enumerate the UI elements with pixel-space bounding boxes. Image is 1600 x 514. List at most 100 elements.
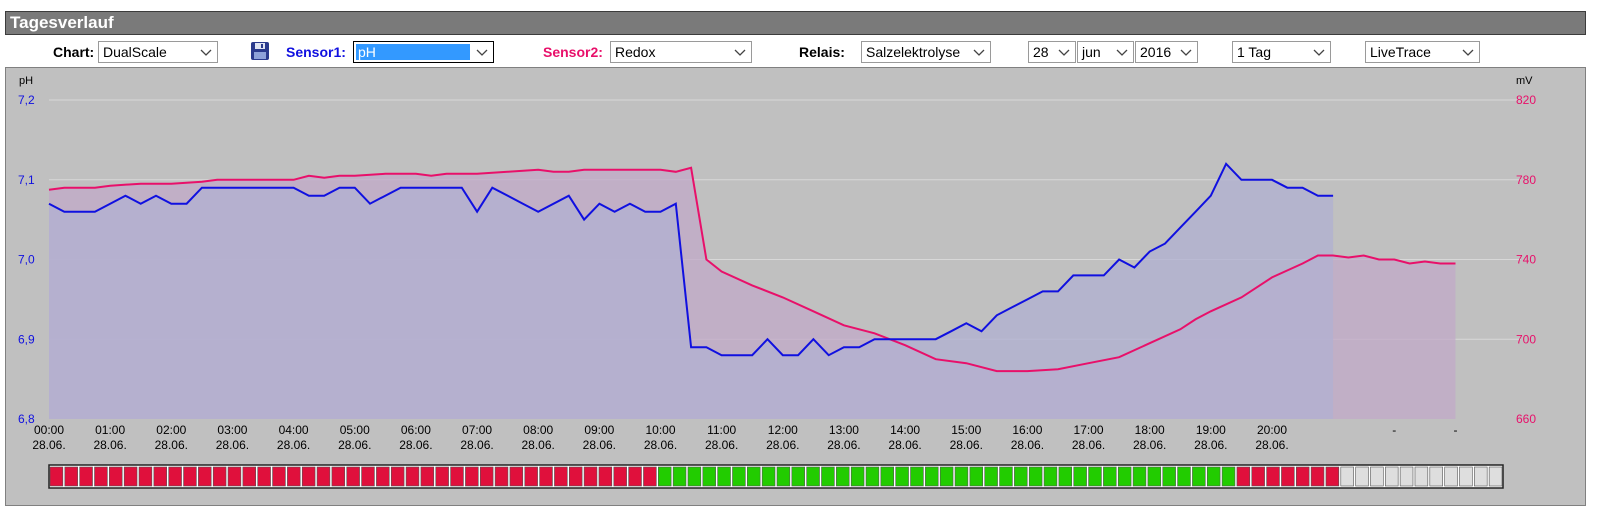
relay-cell xyxy=(672,466,687,487)
relay-cell xyxy=(1444,466,1458,487)
relay-cell xyxy=(969,466,984,487)
relay-cell xyxy=(1058,466,1073,487)
sensor2-select[interactable]: Redox xyxy=(610,41,752,63)
relay-cell xyxy=(1385,466,1399,487)
relay-cell xyxy=(999,466,1013,487)
relay-cell xyxy=(1132,466,1147,487)
relay-cell xyxy=(821,466,835,487)
right-tick-label: 820 xyxy=(1516,93,1536,107)
month-select[interactable]: jun xyxy=(1077,41,1134,63)
relay-cell xyxy=(717,466,731,487)
x-tick-time: 00:00 xyxy=(34,423,64,437)
relay-cell xyxy=(984,466,998,487)
relay-cell xyxy=(643,466,657,487)
relay-cell xyxy=(450,466,464,487)
x-tick-time: 09:00 xyxy=(584,423,614,437)
mode-select[interactable]: LiveTrace xyxy=(1365,41,1480,63)
relay-cell xyxy=(94,466,108,487)
relay-cell xyxy=(1281,466,1295,487)
day-select[interactable]: 28 xyxy=(1028,41,1076,63)
relais-select[interactable]: Salzelektrolyse xyxy=(861,41,991,63)
relay-cell xyxy=(702,466,716,487)
relay-cell xyxy=(1117,466,1132,487)
x-tick-date: 28.06. xyxy=(1011,438,1044,452)
relay-cell xyxy=(509,466,524,487)
x-tick-time: 07:00 xyxy=(462,423,492,437)
relay-cell xyxy=(227,466,242,487)
relay-cell xyxy=(554,466,568,487)
sensor2-label: Sensor2: xyxy=(543,44,603,60)
left-tick-label: 6,9 xyxy=(18,332,35,346)
relay-cell xyxy=(1325,466,1340,487)
x-tick-date: 28.06. xyxy=(216,438,249,452)
chevron-down-icon xyxy=(476,49,488,56)
year-select[interactable]: 2016 xyxy=(1135,41,1198,63)
chart-label: Chart: xyxy=(53,44,95,60)
sensor1-value: pH xyxy=(356,44,470,60)
relay-cell xyxy=(1162,466,1176,487)
x-tick-date: 28.06. xyxy=(338,438,371,452)
relay-cell xyxy=(494,466,509,487)
sensor1-select[interactable]: pH xyxy=(353,41,494,63)
x-tick-date: 28.06. xyxy=(1072,438,1105,452)
chevron-down-icon xyxy=(734,49,746,56)
relay-cell xyxy=(376,466,390,487)
x-tick-date: 28.06. xyxy=(766,438,799,452)
relay-cell xyxy=(939,466,954,487)
relay-cell xyxy=(747,466,761,487)
x-tick-time: 12:00 xyxy=(768,423,798,437)
relay-cell xyxy=(479,466,494,487)
relay-cell xyxy=(628,466,642,487)
chart-type-value: DualScale xyxy=(103,44,167,60)
relay-cell xyxy=(1028,466,1043,487)
ph-area-fill xyxy=(49,163,1334,419)
relay-cell xyxy=(64,466,78,487)
x-tick-time: 20:00 xyxy=(1257,423,1287,437)
range-select[interactable]: 1 Tag xyxy=(1232,41,1331,63)
relay-cell xyxy=(1014,466,1028,487)
right-tick-label: 660 xyxy=(1516,412,1536,426)
relay-cell xyxy=(1370,466,1384,487)
x-tick-time: 17:00 xyxy=(1074,423,1104,437)
relay-cell xyxy=(613,466,627,487)
right-axis-unit: mV xyxy=(1516,75,1533,87)
relay-cell xyxy=(658,466,672,487)
x-tick-date: 28.06. xyxy=(1255,438,1288,452)
relay-cell xyxy=(761,466,776,487)
relay-cell xyxy=(361,466,375,487)
x-tick-date: 28.06. xyxy=(827,438,860,452)
relay-cell xyxy=(1340,466,1354,487)
month-value: jun xyxy=(1082,44,1101,60)
x-tick-time: 11:00 xyxy=(707,423,736,437)
x-tick-date: 28.06. xyxy=(93,438,126,452)
relay-cell xyxy=(1221,466,1236,487)
x-tick-date: 28.06. xyxy=(522,438,555,452)
toolbar: Chart: DualScale Sensor1: pH Sensor2: Re… xyxy=(0,40,1600,66)
chart-type-select[interactable]: DualScale xyxy=(98,41,218,63)
relay-cell xyxy=(865,466,880,487)
relay-cell xyxy=(806,466,820,487)
x-tick-time: 01:00 xyxy=(95,423,125,437)
relay-cell xyxy=(880,466,894,487)
x-tick-date: 28.06. xyxy=(583,438,616,452)
relay-cell xyxy=(272,466,286,487)
relay-cell xyxy=(1459,466,1473,487)
right-tick-label: 740 xyxy=(1516,253,1536,267)
relay-cell xyxy=(242,466,257,487)
floppy-disk-icon[interactable] xyxy=(250,41,270,61)
relay-cell xyxy=(1103,466,1117,487)
left-tick-label: 7,1 xyxy=(18,173,35,187)
relay-cell xyxy=(1073,466,1087,487)
chevron-down-icon xyxy=(1058,49,1070,56)
relay-cell xyxy=(316,466,331,487)
ph-series-line xyxy=(48,162,1334,357)
relay-cell xyxy=(198,466,212,487)
sensor2-value: Redox xyxy=(615,44,656,60)
relay-cell xyxy=(79,466,93,487)
relay-cell xyxy=(420,466,435,487)
x-tick-date: 28.06. xyxy=(32,438,65,452)
relay-cell xyxy=(1266,466,1280,487)
chevron-down-icon xyxy=(1116,49,1128,56)
x-tick-date: 28.06. xyxy=(399,438,432,452)
